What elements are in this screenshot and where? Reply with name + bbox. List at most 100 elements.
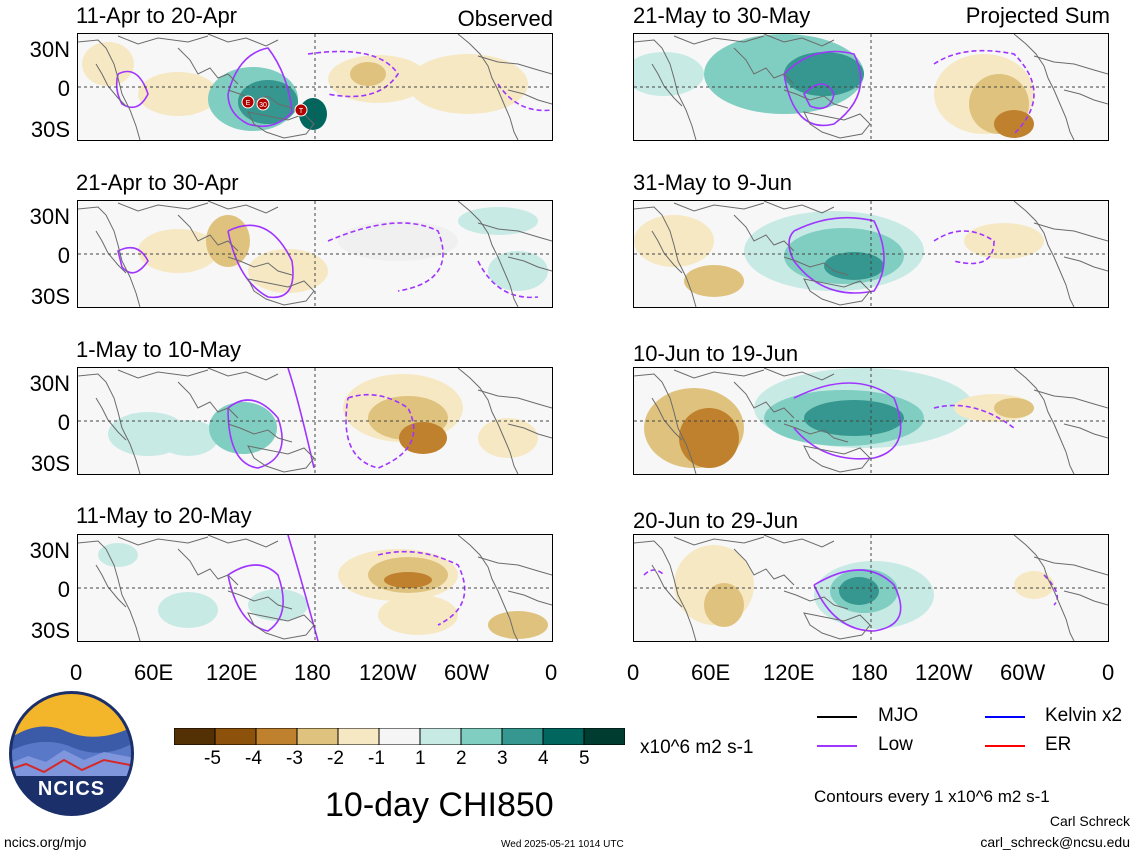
lon-label: 180: [294, 660, 331, 685]
coastline: [95, 564, 127, 608]
anomaly-shading: [704, 583, 744, 627]
map-panel-2: [77, 367, 553, 475]
contour-line: [1043, 574, 1059, 606]
colorbar-swatch: [255, 727, 298, 746]
colorbar-swatch: [173, 727, 216, 746]
contour-line: [345, 393, 415, 469]
coastline: [1013, 201, 1075, 307]
anomaly-shading: [82, 42, 134, 86]
colorbar-swatch: [419, 727, 462, 746]
legend-swatch-kelvin: [985, 716, 1025, 718]
coastline: [1063, 590, 1108, 606]
lon-label: 60W: [444, 660, 490, 685]
colorbar-swatch: [296, 727, 339, 746]
coastline: [1063, 423, 1108, 439]
anomaly-shading: [488, 251, 548, 291]
coastline: [803, 445, 871, 473]
map-panel-5: [633, 200, 1109, 308]
footer-timestamp: Wed 2025-05-21 1014 UTC: [501, 839, 624, 850]
panel-title-1: 21-Apr to 30-Apr: [76, 170, 239, 195]
colorbar-swatch: [501, 727, 544, 746]
anomaly-shading: [804, 400, 904, 436]
anomaly-shading: [634, 52, 704, 96]
lon-label: 0: [70, 660, 83, 685]
coastline: [673, 536, 765, 546]
anomaly-shading: [138, 72, 218, 116]
lon-label: 60E: [691, 660, 731, 685]
coastline: [117, 536, 209, 546]
map-canvas-5: [634, 201, 1108, 307]
anomaly-shading: [1014, 571, 1054, 599]
colorbar-tick: 5: [579, 748, 590, 769]
legend-label-er: ER: [1045, 734, 1072, 755]
colorbar-tick: -1: [368, 748, 385, 769]
lon-label: 120E: [206, 660, 258, 685]
anomaly-shading: [994, 398, 1034, 418]
coastline: [457, 34, 519, 140]
coastline: [783, 423, 849, 443]
colorbar-swatch: [542, 727, 585, 746]
coastline: [95, 397, 127, 441]
panel-title-7: 20-Jun to 29-Jun: [633, 508, 799, 533]
coastline: [78, 373, 141, 474]
coastline: [733, 381, 795, 419]
coastline: [634, 540, 697, 641]
coastline: [763, 34, 835, 47]
coastline: [207, 201, 279, 214]
contour-line: [227, 47, 293, 128]
contour-line: [287, 535, 319, 641]
colorbar-tick: 2: [456, 748, 467, 769]
lat-label: 0: [57, 410, 70, 435]
anomaly-shading: [209, 402, 277, 454]
anomaly-shading: [634, 215, 714, 267]
colorbar-tick: -5: [204, 748, 221, 769]
lon-label: 120W: [359, 660, 417, 685]
coastline: [247, 278, 315, 306]
colorbar-units: x10^6 m2 s-1: [640, 737, 754, 758]
contour-line: [227, 224, 294, 299]
coastline: [207, 535, 279, 548]
coastline: [78, 39, 141, 140]
coastline: [783, 256, 849, 276]
logo-text: NCICS: [37, 778, 106, 800]
storm-marker: [256, 97, 270, 111]
anomaly-shading: [679, 408, 739, 468]
anomaly-shading: [338, 221, 458, 261]
coastline: [95, 63, 127, 107]
anomaly-shading: [158, 592, 218, 628]
footer-url: ncics.org/mjo: [4, 834, 87, 850]
coastline: [477, 222, 552, 242]
lat-label: 0: [57, 76, 70, 101]
coastline: [763, 368, 835, 381]
lon-label: 0: [627, 660, 640, 685]
coastline: [1013, 368, 1075, 474]
lon-label: 120E: [763, 660, 815, 685]
colorbar-swatch: [460, 727, 503, 746]
contour-line: [793, 382, 902, 460]
lat-label: 30N: [29, 538, 70, 563]
coastline: [803, 612, 871, 640]
coastline: [117, 369, 209, 379]
map-panel-4: [633, 33, 1109, 141]
coastline: [247, 445, 315, 473]
map-panel-7: [633, 534, 1109, 642]
lat-label: 30S: [30, 284, 70, 309]
coastline: [177, 548, 239, 586]
contour-note: Contours every 1 x10^6 m2 s-1: [814, 787, 1050, 806]
colorbar-tick: 3: [497, 748, 508, 769]
anomaly-shading: [784, 52, 864, 96]
coastline: [477, 389, 552, 409]
map-panel-1: [77, 200, 553, 308]
panel-title-0: 11-Apr to 20-Apr: [76, 3, 238, 28]
panel-title-2: 1-May to 10-May: [76, 337, 242, 362]
anomaly-shading: [248, 249, 328, 293]
map-canvas-6: [634, 368, 1108, 474]
coastline: [227, 256, 293, 276]
map-canvas-1: [78, 201, 552, 307]
coastline: [78, 206, 141, 307]
panel-title-3: 11-May to 20-May: [76, 503, 252, 528]
coastline: [507, 423, 552, 439]
coastline: [1033, 222, 1108, 242]
anomaly-shading: [138, 229, 218, 273]
contour-line: [227, 399, 283, 469]
